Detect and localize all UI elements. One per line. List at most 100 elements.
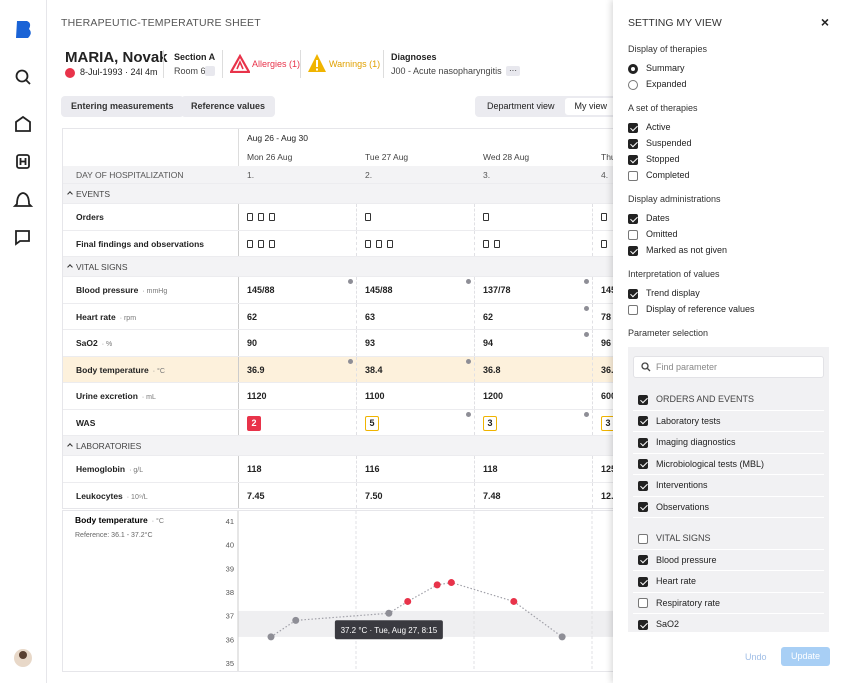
info-icon[interactable] — [205, 66, 215, 76]
checkbox[interactable] — [628, 304, 638, 315]
y-tick-label: 39 — [226, 564, 234, 573]
event-icon[interactable] — [247, 213, 253, 221]
column-divider — [474, 204, 475, 230]
trend-dot[interactable] — [466, 411, 471, 417]
checkbox-option[interactable]: Display of reference values — [628, 301, 844, 317]
checkbox-option[interactable]: Active — [628, 119, 844, 135]
row-name: Urine excretion — [76, 391, 138, 401]
checkbox-option[interactable]: Dates — [628, 210, 844, 226]
event-icon[interactable] — [258, 213, 264, 221]
checkbox[interactable] — [638, 437, 648, 448]
checkbox[interactable] — [628, 288, 638, 299]
parameter-item[interactable]: Laboratory tests — [633, 411, 824, 432]
checkbox[interactable] — [628, 170, 638, 181]
checkbox[interactable] — [628, 229, 638, 240]
view-option[interactable]: My view — [564, 98, 618, 115]
event-icon[interactable] — [601, 239, 607, 248]
checkbox[interactable] — [638, 598, 648, 609]
cell-value: 96 — [601, 338, 612, 348]
checkbox[interactable] — [638, 619, 648, 630]
parameter-item[interactable]: SaO2 — [633, 614, 824, 632]
undo-button[interactable]: Undo — [745, 652, 767, 662]
column-divider — [474, 230, 475, 256]
checkbox[interactable] — [638, 394, 648, 405]
parameter-item[interactable]: Imaging diagnostics — [633, 432, 824, 454]
event-icon[interactable] — [365, 239, 371, 248]
radio[interactable] — [628, 63, 638, 74]
checkbox[interactable] — [628, 122, 638, 133]
event-icon[interactable] — [494, 239, 500, 248]
trend-dot[interactable] — [348, 279, 353, 284]
more-button[interactable]: ··· — [506, 66, 520, 76]
row-unit: · 10⁹/L — [126, 493, 148, 501]
trend-dot[interactable] — [466, 358, 471, 364]
checkbox-option[interactable]: Suspended — [628, 135, 844, 151]
event-icon[interactable] — [258, 239, 264, 248]
checkbox[interactable] — [638, 576, 648, 587]
checkbox[interactable] — [638, 533, 648, 544]
group-title: Display of therapies — [628, 44, 708, 54]
checkbox[interactable] — [638, 555, 648, 566]
tooltip — [334, 620, 443, 640]
checkbox-option[interactable]: Omitted — [628, 226, 844, 242]
checkbox[interactable] — [638, 480, 648, 491]
radio-option[interactable]: Summary — [628, 60, 844, 76]
event-icon[interactable] — [376, 239, 382, 248]
parameter-item[interactable]: Observations — [633, 497, 824, 518]
collapse-caret[interactable] — [67, 443, 73, 449]
radio[interactable] — [628, 79, 638, 90]
checkbox-option[interactable]: Trend display — [628, 285, 844, 301]
checkbox[interactable] — [628, 245, 638, 256]
checkbox[interactable] — [638, 459, 648, 470]
checkbox[interactable] — [638, 416, 648, 427]
parameter-item[interactable]: Microbiological tests (MBL) — [633, 454, 824, 475]
trend-dot[interactable] — [584, 332, 589, 337]
event-icon[interactable] — [483, 239, 489, 248]
view-option[interactable]: Department view — [487, 101, 555, 111]
trend-dot[interactable] — [348, 358, 353, 364]
trend-dot[interactable] — [466, 279, 471, 284]
checkbox-option[interactable]: Stopped — [628, 151, 844, 167]
trend-dot[interactable] — [584, 305, 589, 311]
parameter-item[interactable]: ORDERS AND EVENTS — [633, 389, 824, 411]
parameter-item[interactable]: VITAL SIGNS — [633, 528, 824, 550]
update-button[interactable]: Update — [781, 647, 830, 666]
trend-dot[interactable] — [584, 279, 589, 284]
hospital-icon[interactable] — [16, 154, 30, 169]
parameter-item[interactable]: Blood pressure — [633, 550, 824, 571]
score-badge: 3 — [601, 415, 613, 431]
row-label: Urine excretion · mL — [76, 391, 156, 401]
row-label: Final findings and observations — [76, 239, 204, 249]
toolbar-button[interactable]: Reference values — [181, 96, 276, 117]
event-icon[interactable] — [365, 213, 371, 221]
checkbox[interactable] — [628, 154, 638, 165]
collapse-caret[interactable] — [67, 264, 73, 270]
notification-icon[interactable] — [12, 192, 34, 207]
parameter-item[interactable]: Respiratory rate — [633, 593, 824, 614]
collapse-caret[interactable] — [67, 191, 73, 197]
event-icon[interactable] — [269, 213, 275, 221]
warnings[interactable]: Warnings (1) — [329, 59, 381, 69]
checkbox-option[interactable]: Completed — [628, 167, 844, 183]
trend-dot[interactable] — [584, 411, 589, 417]
event-icon[interactable] — [269, 239, 275, 248]
event-icon[interactable] — [247, 239, 253, 248]
checkbox[interactable] — [628, 213, 638, 224]
event-icon[interactable] — [483, 213, 489, 221]
toolbar-button[interactable]: Entering measurements — [61, 96, 184, 117]
home-icon[interactable] — [15, 115, 31, 132]
checkbox-option[interactable]: Marked as not given — [628, 242, 844, 258]
event-icon[interactable] — [387, 239, 393, 248]
checkbox[interactable] — [628, 138, 638, 149]
search-icon[interactable] — [15, 69, 29, 83]
parameter-item[interactable]: Heart rate — [633, 571, 824, 593]
allergies[interactable]: Allergies (1) — [252, 59, 301, 69]
radio-option[interactable]: Expanded — [628, 76, 844, 92]
logo[interactable] — [16, 21, 31, 38]
search-input[interactable]: Find parameter — [633, 356, 824, 378]
message-icon[interactable] — [15, 230, 30, 246]
event-icon[interactable] — [601, 213, 607, 221]
close-button[interactable]: × — [820, 14, 829, 30]
checkbox[interactable] — [638, 502, 648, 513]
parameter-item[interactable]: Interventions — [633, 475, 824, 497]
